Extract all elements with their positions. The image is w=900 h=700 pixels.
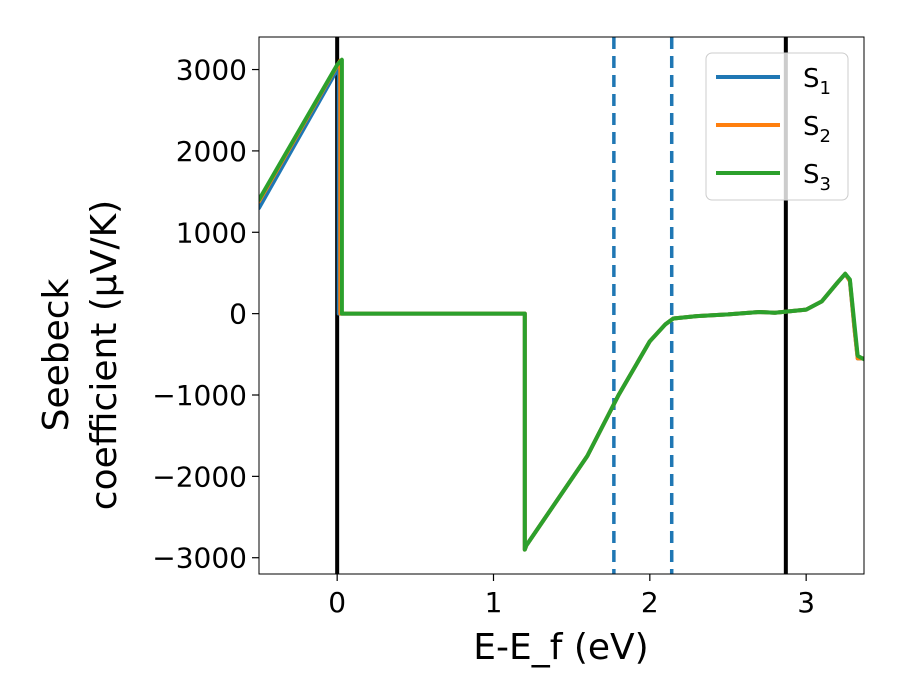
legend: S1 S2 S3 bbox=[705, 52, 849, 201]
x-axis-label: E-E_f (eV) bbox=[473, 627, 648, 668]
x-tick-label: 2 bbox=[641, 586, 659, 619]
y-tick-label: 1000 bbox=[176, 216, 247, 249]
series-lines bbox=[259, 57, 864, 552]
y-axis-ticks: 3000 2000 1000 0 −1000 −2000 −3000 bbox=[152, 54, 259, 575]
y-tick-label: 0 bbox=[229, 298, 247, 331]
y-axis-label-line2: coefficient (μV/K) bbox=[84, 200, 125, 510]
y-tick-label: −1000 bbox=[152, 379, 247, 412]
legend-label-s1: S1 bbox=[803, 64, 831, 99]
y-tick-label: −3000 bbox=[152, 542, 247, 575]
y-axis-label-line1: Seebeck bbox=[36, 278, 77, 431]
y-axis-label: Seebeck coefficient (μV/K) bbox=[36, 200, 125, 510]
x-axis-ticks: 0 1 2 3 bbox=[328, 574, 815, 619]
legend-label-s3: S3 bbox=[803, 160, 831, 195]
x-tick-label: 3 bbox=[797, 586, 815, 619]
y-tick-label: 3000 bbox=[176, 54, 247, 87]
legend-label-s2: S2 bbox=[803, 112, 831, 147]
x-axis-label-text: E-E_f (eV) bbox=[473, 627, 648, 668]
plot-frame bbox=[258, 36, 865, 575]
x-tick-label: 1 bbox=[485, 586, 503, 619]
y-tick-label: −2000 bbox=[152, 460, 247, 493]
y-tick-label: 2000 bbox=[176, 135, 247, 168]
series-line-s3 bbox=[259, 57, 864, 552]
x-tick-label: 0 bbox=[328, 586, 346, 619]
